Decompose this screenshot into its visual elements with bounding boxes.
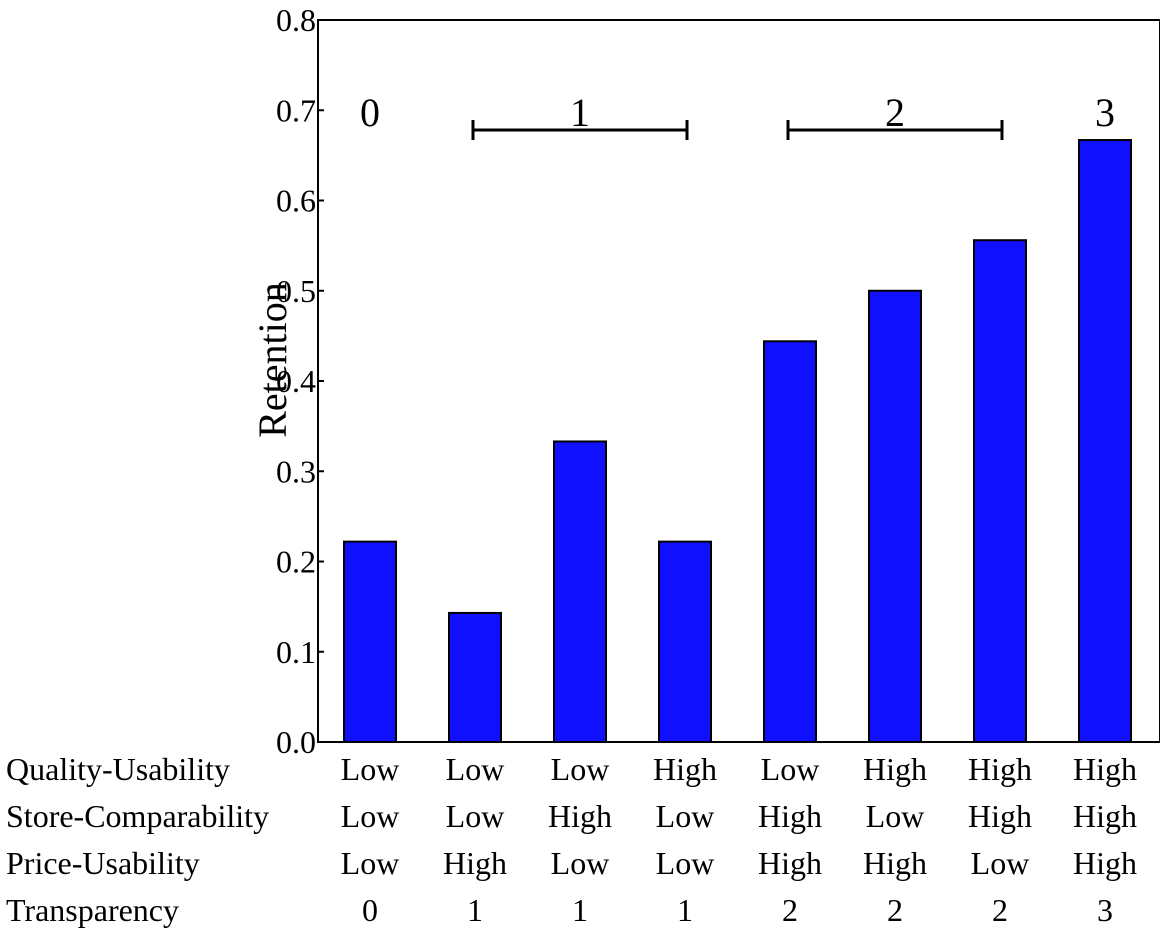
factor-row-label: Store-Comparability bbox=[6, 798, 269, 834]
bar bbox=[868, 289, 922, 743]
factor-cell: 2 bbox=[782, 892, 798, 928]
factor-cell: 1 bbox=[572, 892, 588, 928]
y-tick-label: 0.1 bbox=[276, 634, 316, 670]
bar bbox=[343, 540, 397, 744]
factor-cell: High bbox=[548, 798, 612, 834]
y-tick-label: 0.4 bbox=[276, 363, 316, 399]
y-tick-label: 0.8 bbox=[276, 2, 316, 38]
bar bbox=[448, 611, 502, 743]
factor-cell: High bbox=[1073, 751, 1137, 787]
group-annotations: 0 1 2 3 bbox=[360, 90, 1115, 140]
factor-cell: 2 bbox=[992, 892, 1008, 928]
bar bbox=[553, 440, 607, 743]
bar bbox=[763, 340, 817, 743]
factor-row-label: Price-Usability bbox=[6, 845, 200, 881]
y-tick-label: 0.6 bbox=[276, 183, 316, 219]
y-tick-label: 0.2 bbox=[276, 544, 316, 580]
y-tick-label: 0.3 bbox=[276, 453, 316, 489]
factor-cell: Low bbox=[341, 798, 400, 834]
factor-cell: High bbox=[758, 845, 822, 881]
factor-cell: High bbox=[863, 845, 927, 881]
factor-table: Quality-Usability Low Low Low High Low High Hig… bbox=[6, 751, 1137, 928]
factor-cell: Low bbox=[551, 845, 610, 881]
y-tick-label: 0.0 bbox=[276, 724, 316, 760]
factor-cell: 3 bbox=[1097, 892, 1113, 928]
y-axis-ticks: 0.0 0.1 0.2 0.3 0.4 0.5 0.6 0.7 0.8 bbox=[276, 2, 324, 760]
factor-cell: 1 bbox=[467, 892, 483, 928]
factor-cell: Low bbox=[866, 798, 925, 834]
factor-cell: High bbox=[1073, 845, 1137, 881]
factor-cell: Low bbox=[656, 798, 715, 834]
factor-row-label: Quality-Usability bbox=[6, 751, 230, 787]
factor-cell: High bbox=[863, 751, 927, 787]
factor-cell: Low bbox=[761, 751, 820, 787]
factor-cell: High bbox=[1073, 798, 1137, 834]
factor-cell: Low bbox=[551, 751, 610, 787]
factor-cell: High bbox=[653, 751, 717, 787]
group-label: 3 bbox=[1095, 90, 1115, 135]
group-label: 1 bbox=[570, 90, 590, 135]
factor-cell: Low bbox=[341, 845, 400, 881]
bar bbox=[1078, 139, 1132, 744]
group-label: 2 bbox=[885, 90, 905, 135]
factor-cell: 1 bbox=[677, 892, 693, 928]
factor-cell: High bbox=[968, 751, 1032, 787]
factor-cell: High bbox=[758, 798, 822, 834]
plot-frame bbox=[317, 19, 1160, 743]
factor-cell: Low bbox=[971, 845, 1030, 881]
plot-area bbox=[317, 19, 1160, 743]
factor-cell: High bbox=[443, 845, 507, 881]
factor-cell: 0 bbox=[362, 892, 378, 928]
factor-cell: Low bbox=[446, 751, 505, 787]
y-axis-label: Retention bbox=[250, 282, 295, 438]
group-label: 0 bbox=[360, 90, 380, 135]
factor-cell: Low bbox=[341, 751, 400, 787]
y-tick-label: 0.7 bbox=[276, 92, 316, 128]
factor-cell: Low bbox=[656, 845, 715, 881]
bar bbox=[658, 540, 712, 744]
y-tick-label: 0.5 bbox=[276, 273, 316, 309]
factor-cell: 2 bbox=[887, 892, 903, 928]
bar bbox=[973, 239, 1027, 744]
bar-series bbox=[343, 139, 1132, 744]
factor-row-label: Transparency bbox=[6, 892, 179, 928]
factor-cell: High bbox=[968, 798, 1032, 834]
factor-cell: Low bbox=[446, 798, 505, 834]
